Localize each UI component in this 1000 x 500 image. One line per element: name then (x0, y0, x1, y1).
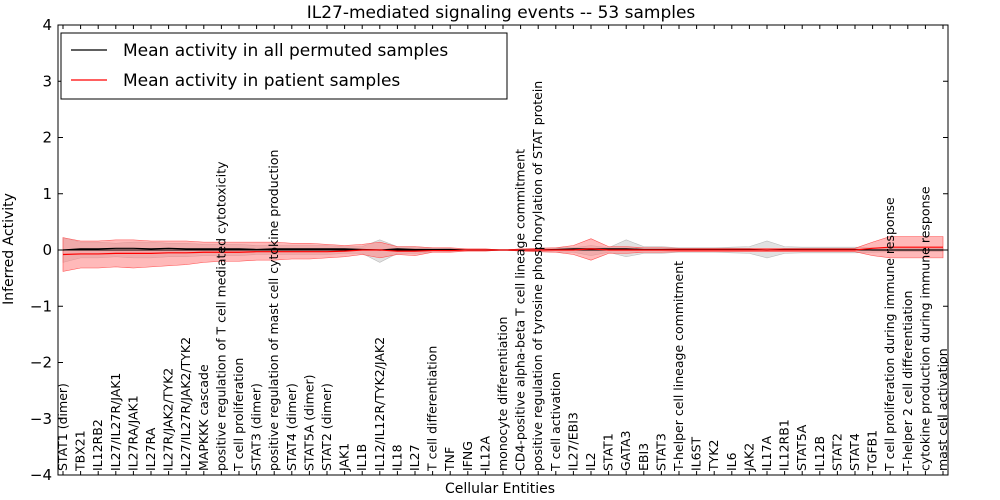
category-label: positive regulation of T cell mediated c… (213, 161, 228, 471)
category-label: IL12RB2 (90, 419, 105, 471)
category-label: cytokine production during immune respon… (917, 186, 932, 471)
y-tick-label: −3 (30, 410, 52, 428)
category-label: CD4-positive alpha-beta T cell lineage c… (513, 149, 528, 471)
legend-box (60, 32, 508, 100)
category-label: IL18 (389, 444, 404, 471)
category-label: TBX21 (73, 430, 88, 472)
category-label: IL27 (407, 444, 422, 471)
legend-label-permuted: Mean activity in all permuted samples (123, 41, 448, 61)
category-label: IL12/IL12R/TYK2/JAK2 (372, 337, 387, 471)
y-axis-label: Inferred Activity (1, 193, 17, 305)
chart-title: IL27-mediated signaling events -- 53 sam… (307, 3, 696, 23)
category-label: JAK2 (741, 443, 756, 472)
category-label: TYK2 (706, 440, 721, 472)
y-tick-label: −1 (30, 297, 52, 315)
series-line-patient (62, 246, 943, 256)
y-tick-label: 2 (42, 129, 52, 147)
category-label: T cell proliferation (231, 358, 246, 472)
category-label: EBI3 (636, 443, 651, 471)
category-label: positive regulation of mast cell cytokin… (266, 150, 281, 471)
category-label: STAT3 (653, 433, 668, 471)
category-label: IL27RA (143, 427, 158, 471)
category-label: STAT5A (dimer) (301, 375, 316, 471)
category-label: IFNG (460, 441, 475, 471)
category-label: STAT2 (829, 433, 844, 471)
y-axis: −4 −3 −2 −1 0 1 2 3 4 (30, 16, 948, 484)
category-label: STAT1 (601, 433, 616, 471)
category-label: IL12B (812, 436, 827, 471)
category-label: T cell differentiation (425, 346, 440, 472)
category-label: MAPKKK cascade (196, 364, 211, 471)
category-label: STAT4 (dimer) (284, 383, 299, 471)
y-tick-label: 3 (42, 72, 52, 90)
category-label: TNF (442, 447, 457, 472)
x-axis (62, 25, 944, 475)
category-label: STAT5A (794, 424, 809, 471)
category-label: TGFB1 (865, 430, 880, 472)
category-label: IL27/IL27R/JAK1 (108, 373, 123, 471)
category-labels: STAT1 (dimer) TBX21 IL12RB2 IL27/IL27R/JAK1… (55, 81, 950, 472)
category-label: STAT2 (dimer) (319, 383, 334, 471)
category-label: T-helper cell lineage commitment (671, 261, 686, 472)
category-label: T cell proliferation during immune respo… (882, 197, 897, 472)
series-lines (62, 246, 943, 256)
category-label: IL27/EBI3 (565, 412, 580, 471)
y-tick-label: 0 (42, 241, 52, 259)
confidence-band-patient (62, 236, 944, 272)
category-label: IL1B (354, 444, 369, 471)
confidence-bands (62, 236, 944, 272)
category-label: IL27/IL27R/JAK2/TYK2 (178, 337, 193, 471)
category-label: IL17A (759, 435, 774, 471)
y-tick-label: −4 (30, 466, 52, 484)
category-label: T-helper 2 cell differentiation (900, 291, 915, 472)
category-label: JAK1 (337, 443, 352, 472)
category-label: IL27RA/JAK1 (125, 395, 140, 471)
legend: Mean activity in all permuted samples Me… (60, 32, 508, 100)
y-tick-label: −2 (30, 354, 52, 372)
category-label: IL12RB1 (777, 419, 792, 471)
y-tick-label: 4 (42, 16, 52, 34)
category-label: IL27R/JAK2/TYK2 (161, 368, 176, 471)
category-label: mast cell activation (935, 348, 950, 471)
legend-label-patient: Mean activity in patient samples (123, 71, 400, 91)
category-label: positive regulation of tyrosine phosphor… (530, 81, 545, 471)
category-label: GATA3 (618, 431, 633, 471)
category-label: STAT1 (dimer) (55, 383, 70, 471)
category-label: IL6 (724, 452, 739, 471)
category-label: T cell activation (548, 372, 563, 472)
category-label: monocyte differentiation (495, 317, 510, 471)
category-label: IL6ST (689, 436, 704, 471)
y-tick-label: 1 (42, 185, 52, 203)
category-label: STAT3 (dimer) (249, 383, 264, 471)
category-label: IL12A (477, 435, 492, 471)
category-label: IL2 (583, 452, 598, 471)
x-axis-label: Cellular Entities (445, 481, 555, 497)
category-label: STAT4 (847, 433, 862, 471)
